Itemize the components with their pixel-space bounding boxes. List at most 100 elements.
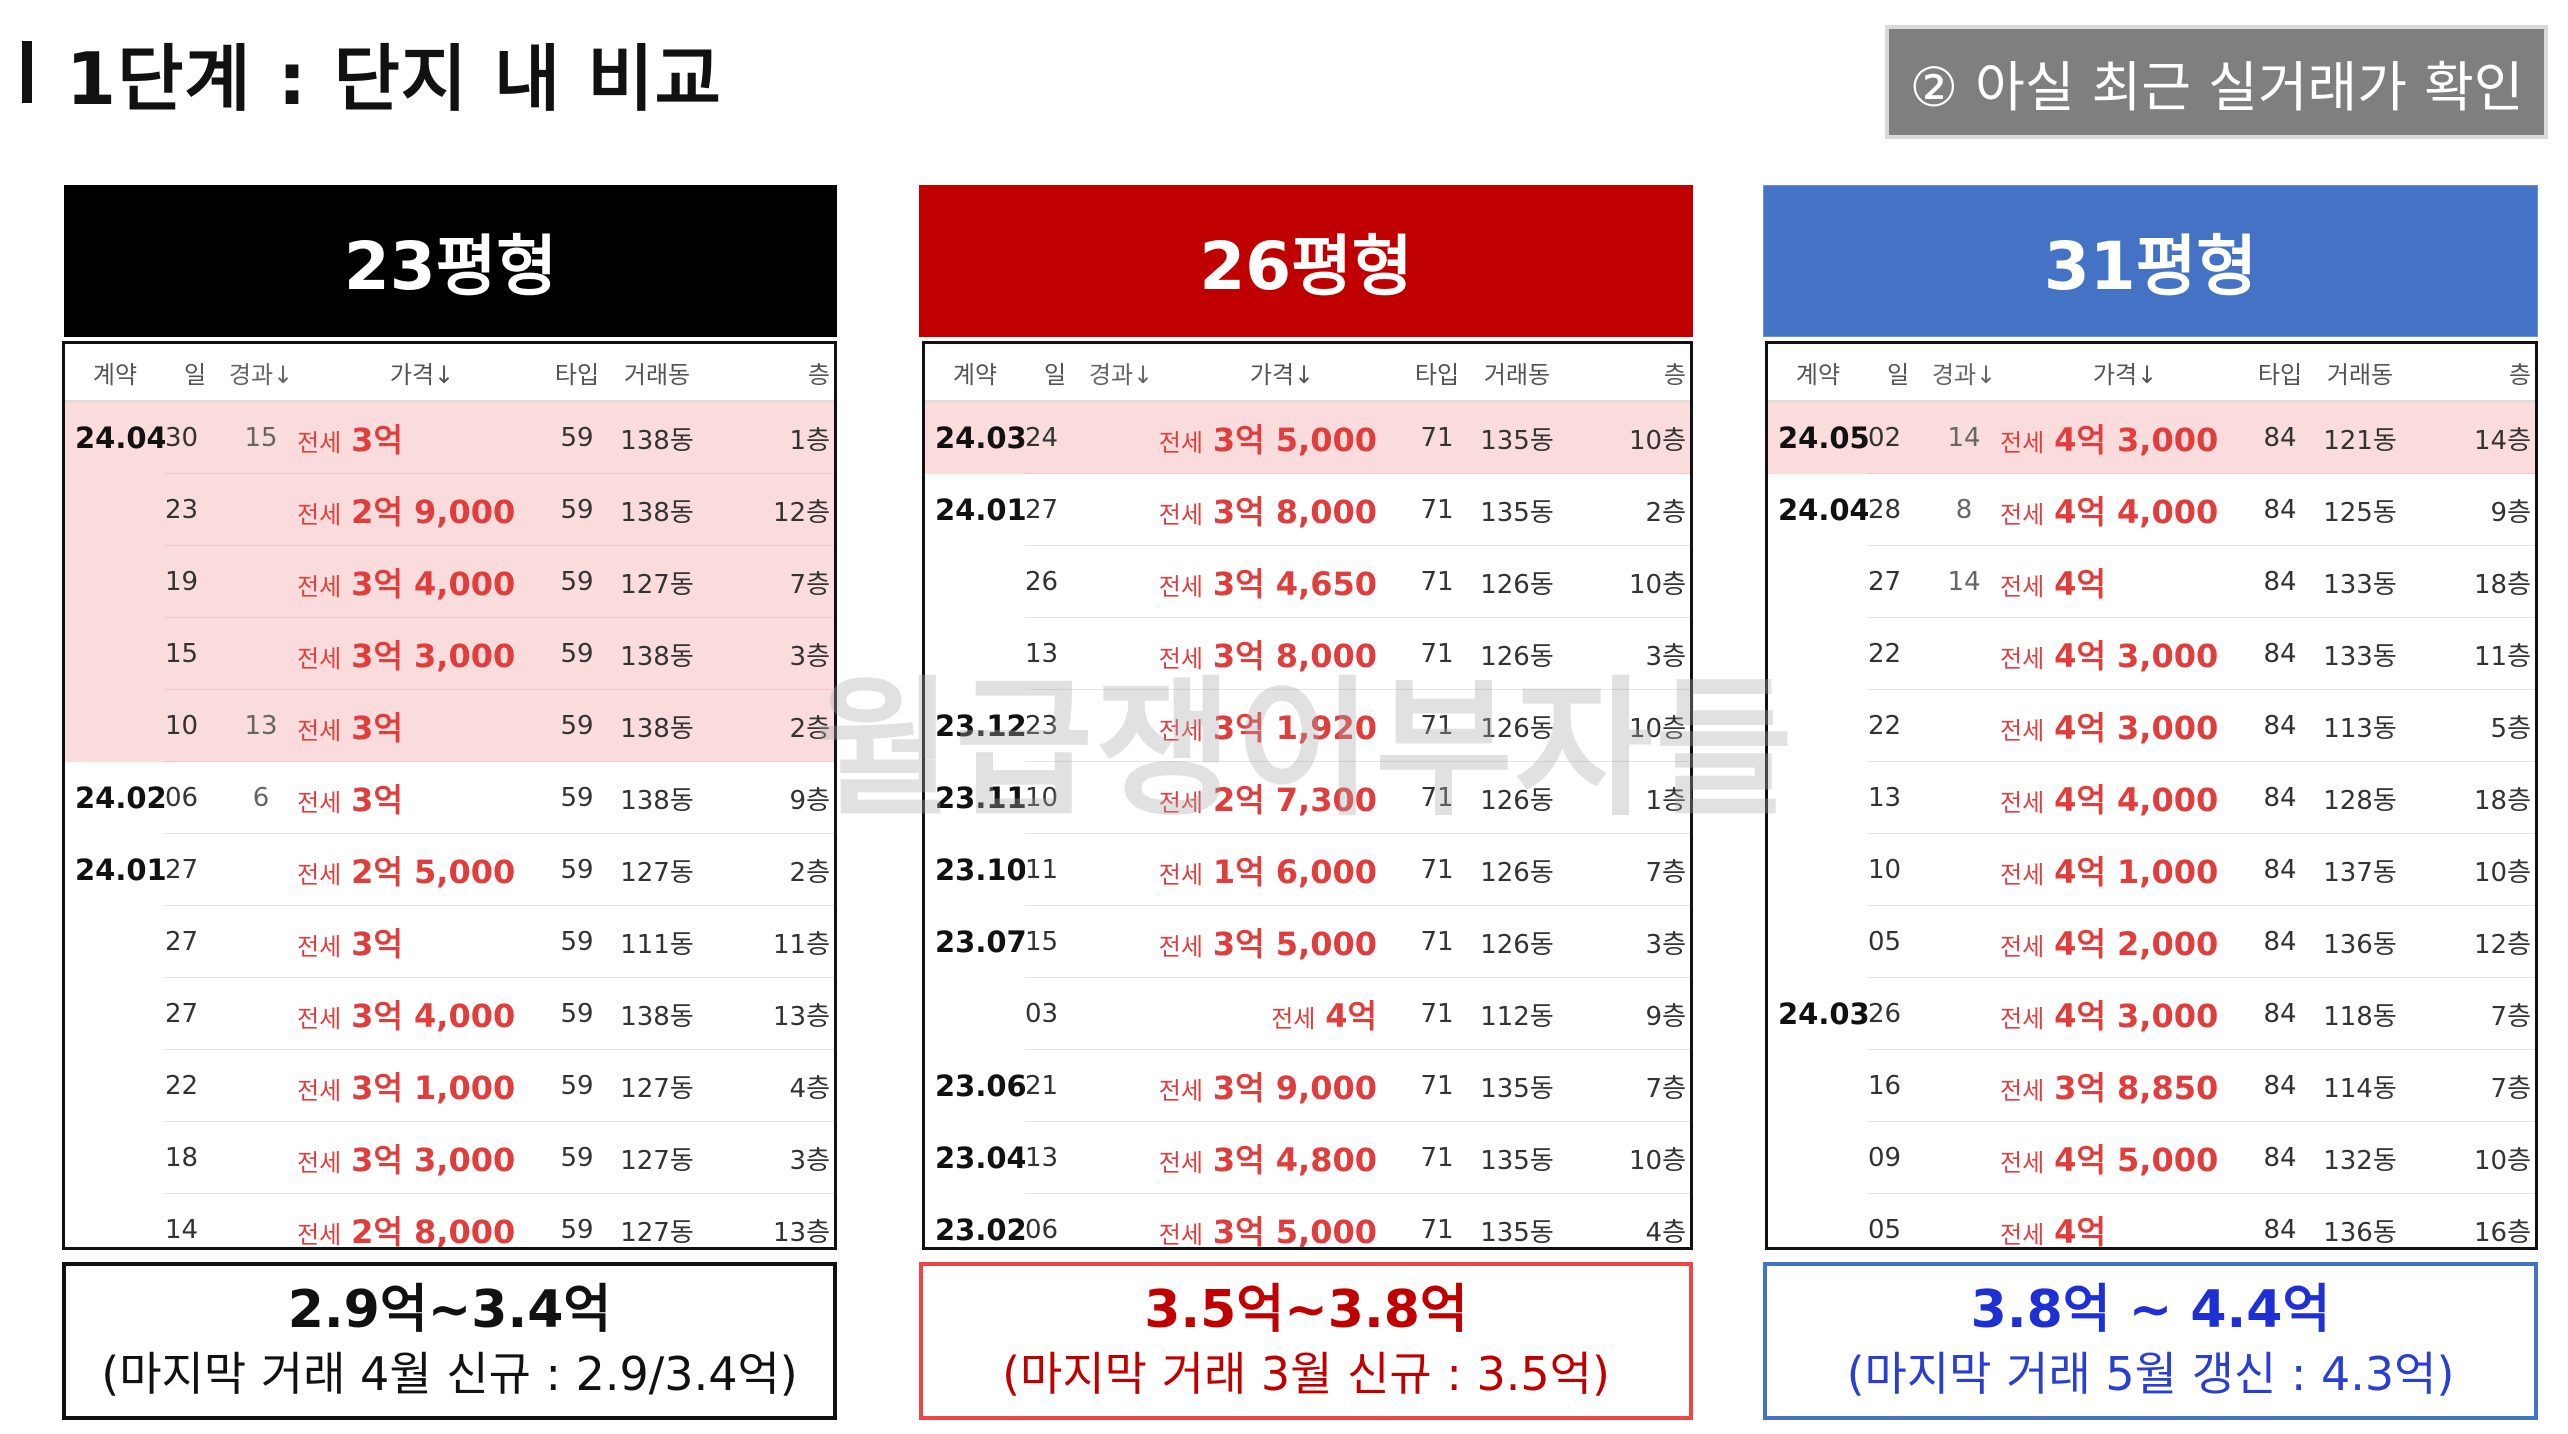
cell-floor: 5층 xyxy=(2490,713,2531,744)
table-row: 24.04 30 15 전세 3억 59 138동 1층 xyxy=(65,402,834,474)
cell-day: 10 xyxy=(1868,855,1902,885)
cell-day: 22 xyxy=(1868,639,1902,669)
cell-dong: 127동 xyxy=(620,857,694,888)
price-kind: 전세 xyxy=(2000,717,2045,745)
cell-day: 02 xyxy=(1868,423,1902,453)
cell-price: 전세 3억 xyxy=(297,415,547,461)
col-type-header[interactable]: 타입 xyxy=(554,360,600,389)
cell-type: 71 xyxy=(1420,495,1454,525)
price-kind: 전세 xyxy=(2000,1221,2045,1249)
col-floor-header[interactable]: 층 xyxy=(1663,360,1686,389)
col-elapsed-header[interactable]: 경과↓ xyxy=(228,360,294,389)
col-dong-header[interactable]: 거래동 xyxy=(623,360,691,389)
table-row: 23.10 11 전세 1억 6,000 71 126동 7층 xyxy=(925,834,1690,906)
col-dong-header[interactable]: 거래동 xyxy=(2326,360,2394,389)
cell-floor: 4층 xyxy=(1645,1217,1686,1248)
price-value: 3억 xyxy=(351,709,403,747)
cell-type: 84 xyxy=(2263,1215,2297,1245)
price-kind: 전세 xyxy=(297,429,342,457)
summary-note: (마지막 거래 3월 신규 : 3.5억) xyxy=(1002,1347,1610,1401)
cell-type: 84 xyxy=(2263,567,2297,597)
col-floor-header[interactable]: 층 xyxy=(807,360,830,389)
cell-type: 84 xyxy=(2263,1143,2297,1173)
cell-contract: 23.10 xyxy=(935,853,1025,887)
cell-dong: 136동 xyxy=(2323,1217,2397,1248)
col-contract-header[interactable]: 계약 xyxy=(92,360,138,389)
table-row: 15 전세 3억 3,000 59 138동 3층 xyxy=(65,618,834,690)
table-row: 10 13 전세 3억 59 138동 2층 xyxy=(65,690,834,762)
price-value: 3억 1,920 xyxy=(1212,709,1377,747)
cell-floor: 7층 xyxy=(2490,1073,2531,1104)
col-day-header[interactable]: 일 xyxy=(1886,360,1910,389)
cell-dong: 112동 xyxy=(1480,1001,1554,1032)
col-elapsed-header[interactable]: 경과↓ xyxy=(1931,360,1997,389)
col-day-header[interactable]: 일 xyxy=(1043,360,1067,389)
table-row: 18 전세 3억 3,000 59 127동 3층 xyxy=(65,1122,834,1194)
cell-day: 22 xyxy=(1868,711,1902,741)
cell-day: 27 xyxy=(1868,567,1902,597)
cell-floor: 10층 xyxy=(1628,569,1686,600)
col-floor-header[interactable]: 층 xyxy=(2508,360,2531,389)
cell-day: 14 xyxy=(165,1215,199,1245)
col-price-header[interactable]: 가격↓ xyxy=(2092,360,2158,389)
cell-floor: 12층 xyxy=(772,497,830,528)
cell-dong: 126동 xyxy=(1480,785,1554,816)
col-contract-header[interactable]: 계약 xyxy=(952,360,998,389)
table-row: 23.06 21 전세 3억 9,000 71 135동 7층 xyxy=(925,1050,1690,1122)
col-type-header[interactable]: 타입 xyxy=(1414,360,1460,389)
cell-type: 84 xyxy=(2263,999,2297,1029)
cell-type: 84 xyxy=(2263,423,2297,453)
table-row: 24.03 24 전세 3억 5,000 71 135동 10층 xyxy=(925,402,1690,474)
price-kind: 전세 xyxy=(297,645,342,673)
price-value: 3억 5,000 xyxy=(1212,421,1377,459)
col-dong-header[interactable]: 거래동 xyxy=(1483,360,1551,389)
col-day-header[interactable]: 일 xyxy=(183,360,207,389)
cell-price: 전세 4억 xyxy=(2000,1207,2250,1249)
cell-price: 전세 3억 8,000 xyxy=(1157,487,1407,533)
price-value: 3억 5,000 xyxy=(1212,925,1377,963)
price-kind: 전세 xyxy=(1271,1005,1316,1033)
table-row: 23.11 10 전세 2억 7,300 71 126동 1층 xyxy=(925,762,1690,834)
table-row: 13 전세 4억 4,000 84 128동 18층 xyxy=(1768,762,2535,834)
cell-price: 전세 3억 5,000 xyxy=(1157,919,1407,965)
price-kind: 전세 xyxy=(297,1221,342,1249)
table-row: 27 전세 3억 4,000 59 138동 13층 xyxy=(65,978,834,1050)
cell-type: 71 xyxy=(1420,855,1454,885)
cell-price: 전세 3억 3,000 xyxy=(297,631,547,677)
cell-contract: 23.04 xyxy=(935,1141,1025,1175)
cell-price: 전세 2억 9,000 xyxy=(297,487,547,533)
cell-floor: 4층 xyxy=(789,1073,830,1104)
cell-price: 전세 4억 3,000 xyxy=(2000,415,2250,461)
cell-day: 15 xyxy=(165,639,199,669)
col-contract-header[interactable]: 계약 xyxy=(1795,360,1841,389)
cell-day: 30 xyxy=(165,423,199,453)
cell-floor: 9층 xyxy=(789,785,830,816)
price-value: 3억 4,000 xyxy=(351,565,516,603)
cell-price: 전세 4억 3,000 xyxy=(2000,631,2250,677)
price-value: 4억 4,000 xyxy=(2054,781,2219,819)
table-31: 계약 일 경과↓ 가격↓ 타입 거래동 층 24.05 02 14 전세 4억 3,000 84 121동… xyxy=(1765,341,2538,1250)
col-price-header[interactable]: 가격↓ xyxy=(389,360,455,389)
cell-price: 전세 4억 3,000 xyxy=(2000,703,2250,749)
cell-dong: 126동 xyxy=(1480,641,1554,672)
cell-dong: 138동 xyxy=(620,785,694,816)
col-elapsed-header[interactable]: 경과↓ xyxy=(1088,360,1154,389)
step-badge: ② 아실 최근 실거래가 확인 xyxy=(1885,25,2548,139)
cell-elapsed: 13 xyxy=(244,711,278,741)
cell-price: 전세 3억 xyxy=(297,919,547,965)
summary-31: 3.8억 ~ 4.4억 (마지막 거래 5월 갱신 : 4.3억) xyxy=(1763,1262,2538,1420)
cell-day: 18 xyxy=(165,1143,199,1173)
col-price-header[interactable]: 가격↓ xyxy=(1249,360,1315,389)
cell-floor: 13층 xyxy=(772,1001,830,1032)
price-kind: 전세 xyxy=(1158,861,1203,889)
cell-day: 27 xyxy=(165,999,199,1029)
cell-type: 71 xyxy=(1420,423,1454,453)
cell-floor: 14층 xyxy=(2473,425,2531,456)
price-value: 4억 4,000 xyxy=(2054,493,2219,531)
col-type-header[interactable]: 타입 xyxy=(2257,360,2303,389)
cell-dong: 126동 xyxy=(1480,569,1554,600)
page-title-text: 1단계 : 단지 내 비교 xyxy=(66,36,722,121)
price-value: 3억 3,000 xyxy=(351,637,516,675)
cell-price: 전세 3억 8,000 xyxy=(1157,631,1407,677)
price-kind: 전세 xyxy=(297,501,342,529)
